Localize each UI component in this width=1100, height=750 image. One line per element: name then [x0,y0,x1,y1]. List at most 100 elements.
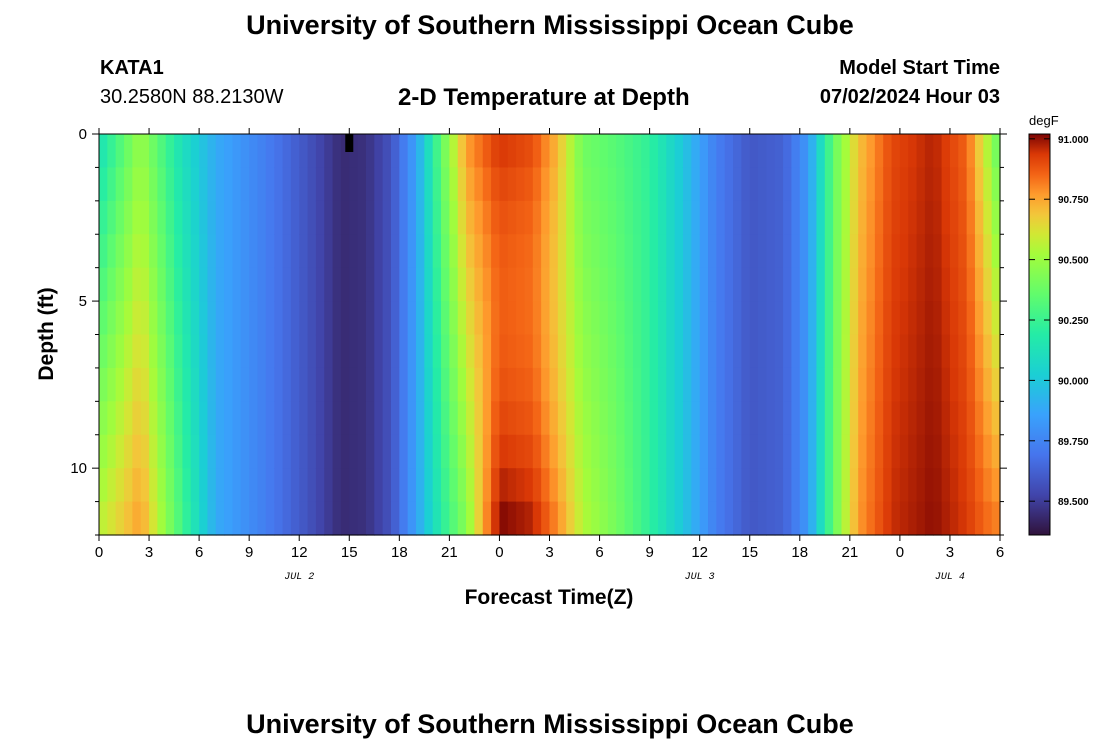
heatmap-cell [524,167,534,202]
heatmap-cell [816,501,826,536]
heatmap-cell [849,167,859,202]
heatmap-cell [649,167,659,202]
heatmap-cell [799,267,809,302]
heatmap-cell [324,200,334,235]
heatmap-cell [474,401,484,436]
heatmap-cell [365,301,375,336]
heatmap-cell [140,134,150,169]
heatmap-cell [657,334,667,369]
heatmap-cell [607,267,617,302]
heatmap-cell [482,301,492,336]
heatmap-cell [315,334,325,369]
heatmap-cell [416,301,425,336]
heatmap-cell [149,334,158,369]
heatmap-cell [733,134,742,169]
heatmap-cell [157,267,167,302]
heatmap-cell [708,334,717,369]
heatmap-cell [933,134,943,169]
heatmap-cell [157,334,167,369]
heatmap-cell [265,468,275,503]
heatmap-cell [482,367,492,402]
heatmap-cell [224,267,234,302]
heatmap-cell [891,167,901,202]
heatmap-cell [941,501,951,536]
heatmap-cell [516,200,526,235]
heatmap-cell [516,234,526,269]
heatmap-cell [624,401,634,436]
heatmap-cell [891,434,901,469]
heatmap-cell [966,401,976,436]
heatmap-cell [365,200,375,235]
heatmap-cell [691,200,701,235]
heatmap-cell [516,334,526,369]
heatmap-cell [307,267,317,302]
heatmap-cell [124,134,133,169]
heatmap-cell [124,401,133,436]
heatmap-cell [491,267,501,302]
heatmap-cell [524,234,534,269]
heatmap-cell [582,200,592,235]
heatmap-cell [182,401,192,436]
heatmap-cell [724,367,734,402]
heatmap-cell [974,234,984,269]
heatmap-cell [390,167,400,202]
heatmap-cell [557,167,567,202]
heatmap-cell [799,401,809,436]
heatmap-cell [257,367,267,402]
heatmap-cell [315,167,325,202]
heatmap-cell [632,334,642,369]
heatmap-cell [174,301,184,336]
model-start-value: 07/02/2024 Hour 03 [819,86,1000,108]
heatmap-cell [607,334,617,369]
heatmap-cell [841,434,851,469]
heatmap-cell [616,134,626,169]
heatmap-cell [758,267,767,302]
heatmap-cell [649,234,659,269]
heatmap-cell [849,234,859,269]
heatmap-cell [699,401,709,436]
heatmap-cell [332,401,342,436]
heatmap-cell [257,134,267,169]
heatmap-cell [257,434,267,469]
heatmap-cell [215,334,225,369]
heatmap-cell [616,267,626,302]
heatmap-cell [407,167,417,202]
heatmap-cell [657,367,667,402]
heatmap-cell [441,334,450,369]
heatmap-cell [741,501,751,536]
heatmap-cell [349,501,359,536]
heatmap-cell [240,334,250,369]
heatmap-cell [933,267,943,302]
heatmap-cell [224,434,234,469]
heatmap-cell [958,434,968,469]
heatmap-cell [365,167,375,202]
heatmap-cell [749,134,759,169]
heatmap-cell [741,401,751,436]
heatmap-cell [532,367,542,402]
heatmap-cell [165,334,175,369]
heatmap-cell [833,134,843,169]
heatmap-cell [182,267,192,302]
heatmap-cell [557,367,567,402]
heatmap-cell [833,367,843,402]
heatmap-cell [390,468,400,503]
heatmap-cell [449,267,459,302]
heatmap-cell [232,367,242,402]
heatmap-cell [824,434,834,469]
heatmap-cell [632,267,642,302]
heatmap-cell [174,401,184,436]
heatmap-cell [908,501,918,536]
heatmap-cell [724,401,734,436]
x-tick-label: 3 [145,544,153,561]
heatmap-cell [507,301,517,336]
heatmap-cell [532,134,542,169]
heatmap-cell [332,134,342,169]
heatmap-cell [299,401,309,436]
heatmap-cell [340,434,350,469]
heatmap-cell [416,134,425,169]
heatmap-cell [374,401,384,436]
heatmap-cell [582,434,592,469]
heatmap-cell [240,501,250,536]
heatmap-cell [390,501,400,536]
heatmap-cell [649,501,659,536]
